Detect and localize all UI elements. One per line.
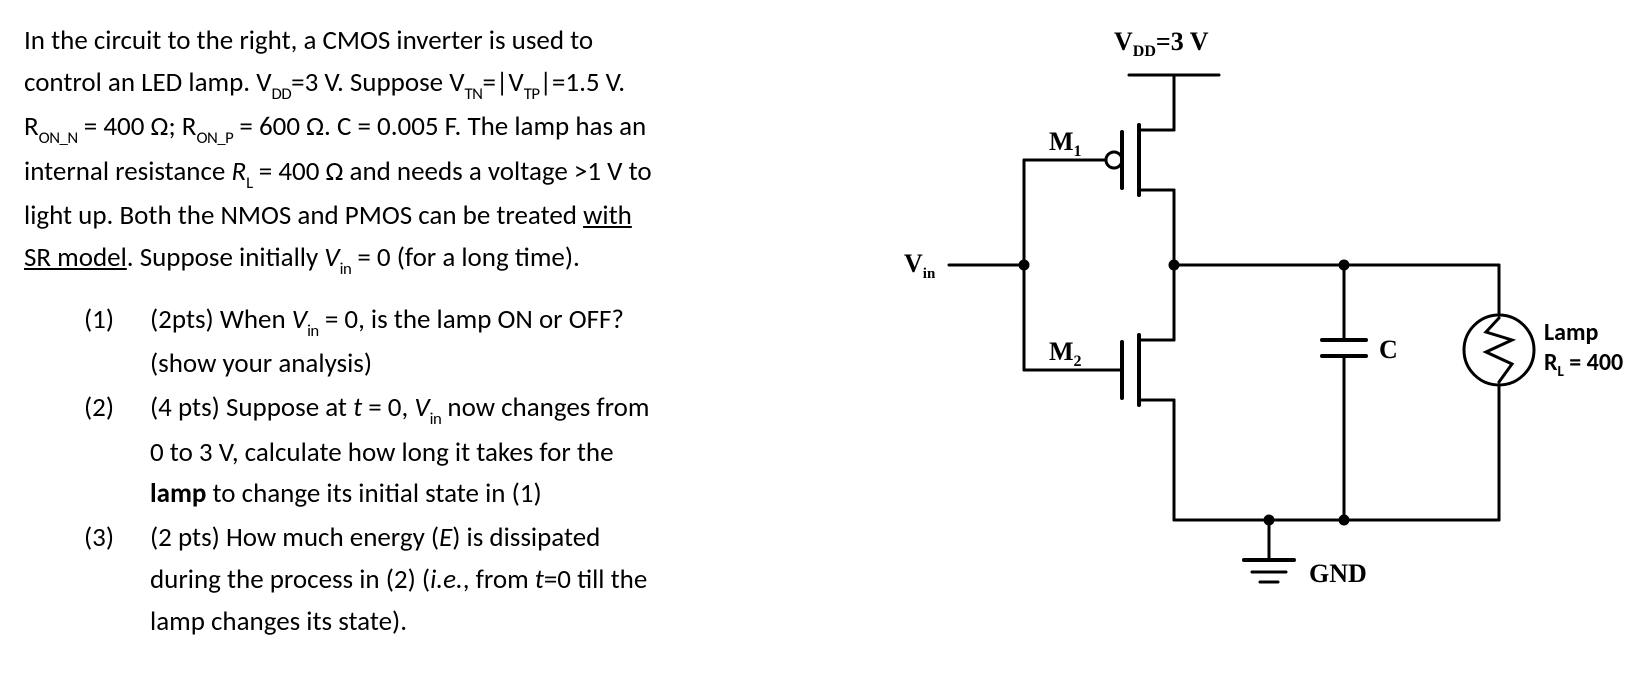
q1-num: (1) <box>84 299 150 385</box>
intro-paragraph: In the circuit to the right, a CMOS inve… <box>24 20 814 281</box>
q3-t: t <box>535 563 544 596</box>
q2-a: (4 pts) Suppose at <box>150 391 353 424</box>
intro-l2d: |=1.5 V. <box>540 66 626 99</box>
lamp-label: Lamp <box>1544 318 1599 347</box>
q2-num: (2) <box>84 387 150 515</box>
q2-b: = 0, <box>362 391 414 424</box>
sub-dd: DD <box>272 84 292 104</box>
intro-l2a: control an LED lamp. V <box>24 66 272 99</box>
vdd-label: VDD=3 V <box>1114 27 1209 60</box>
q3-ie: i.e. <box>430 563 463 596</box>
q2-sub: in <box>430 409 442 429</box>
q3-e: E <box>439 521 452 554</box>
q2-d: 0 to 3 V, calculate how long it takes fo… <box>150 436 614 469</box>
sub-onp: ON_P <box>196 128 233 148</box>
intro-l6c: = 0 (for a long time). <box>351 241 580 274</box>
intro-l2b: =3 V. Suppose V <box>291 66 464 99</box>
vin-sym: V <box>324 241 339 274</box>
q1-c: (show your analysis) <box>150 347 372 380</box>
sub-tn: TN <box>465 84 483 104</box>
intro-l6u: SR model <box>24 241 127 274</box>
q1-b: = 0, is the lamp ON or OFF? <box>319 303 624 336</box>
intro-l5a: light up. Both the NMOS and PMOS can be … <box>24 199 583 232</box>
circuit-svg: VDD=3 V M1 M2 Vin C GND Lamp RL = 400 Ω <box>844 20 1624 640</box>
intro-l2c: =|V <box>482 66 523 99</box>
rl-sym: R <box>231 155 246 188</box>
q2-c: now changes from <box>441 391 649 424</box>
question-2: (2) (4 pts) Suppose at t = 0, Vin now ch… <box>84 387 814 515</box>
q3-a: (2 pts) How much energy ( <box>150 521 439 554</box>
question-1: (1) (2pts) When Vin = 0, is the lamp ON … <box>84 299 814 385</box>
q2-f: to change its initial state in (1) <box>206 477 541 510</box>
vin-label: Vin <box>904 249 936 282</box>
q2-v: V <box>414 391 429 424</box>
sub-onn: ON_N <box>39 128 78 148</box>
intro-l4b: = 400 Ω and needs a voltage >1 V to <box>253 155 652 188</box>
m2-label: M2 <box>1049 337 1082 370</box>
q3-c: during the process in (2) ( <box>150 563 430 596</box>
intro-l3b: = 400 Ω; R <box>78 110 197 143</box>
q2-t: t <box>353 391 362 424</box>
sub-l: L <box>246 173 253 193</box>
q3-b: ) is dissipated <box>452 521 600 554</box>
q1-a: (2pts) When <box>150 303 292 336</box>
circuit-diagram: VDD=3 V M1 M2 Vin C GND Lamp RL = 400 Ω <box>814 20 1624 645</box>
intro-l4a: internal resistance <box>24 155 231 188</box>
intro-l3c: = 600 Ω. C = 0.005 F. The lamp has an <box>233 110 646 143</box>
gnd-label: GND <box>1309 559 1367 588</box>
q1-v: V <box>292 303 307 336</box>
sub-in: in <box>340 259 352 279</box>
q3-f: =0 till the <box>544 563 647 596</box>
question-3: (3) (2 pts) How much energy (E) is dissi… <box>84 517 814 643</box>
cap-label: C <box>1379 335 1398 364</box>
problem-text: In the circuit to the right, a CMOS inve… <box>24 20 814 645</box>
m1-label: M1 <box>1049 127 1082 160</box>
intro-l3a: R <box>24 110 39 143</box>
q3-d: , from <box>463 563 535 596</box>
q3-num: (3) <box>84 517 150 643</box>
q2-e: lamp <box>150 477 206 510</box>
rl-label: RL = 400 Ω <box>1544 348 1624 381</box>
intro-l5u: with <box>583 199 632 232</box>
q1-sub: in <box>307 321 319 341</box>
intro-line1: In the circuit to the right, a CMOS inve… <box>24 24 593 57</box>
sub-tp: TP <box>524 84 540 104</box>
q3-g: lamp changes its state). <box>150 605 407 638</box>
intro-l6b: . Suppose initially <box>127 241 325 274</box>
question-list: (1) (2pts) When Vin = 0, is the lamp ON … <box>24 299 814 643</box>
